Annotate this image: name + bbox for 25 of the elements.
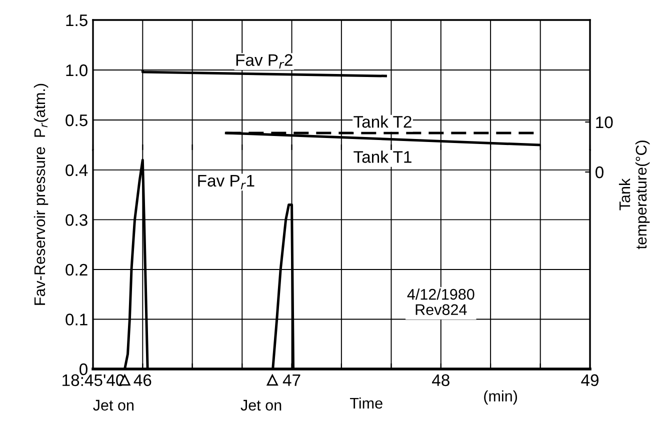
x-tick-label: 48 [432,374,450,386]
x-tick-label: 46 [134,374,152,386]
series-label: Fav P$_{r}$2 [236,54,292,69]
x-tick-label: 47 [282,374,300,386]
y-tick-label: 1.0 [66,64,88,76]
annotation: 4/12/1980 Rev824 [407,288,474,316]
y-tick-label: 0.1 [66,314,88,326]
y2-tick-label: 0 [596,166,604,178]
y-tick-label: 0.2 [66,264,88,276]
series-label: Tank T2 [354,116,412,128]
y2-tick-label: 10 [596,116,613,128]
y-tick-label: 0 [80,363,88,376]
x-tick-label: 49 [581,374,598,386]
text: (min) [484,390,517,405]
annotation: Jet on [240,400,282,411]
y-tick-label: 0.5 [66,114,88,126]
x-axis-title: Time [350,397,382,409]
y-tick-label: 0.4 [66,164,88,176]
y-tick-label: 1.5 [66,14,88,26]
legend-label: Tank T1 [354,150,412,163]
y2-axis-title: Tank temperature(°C) [618,140,650,250]
y-tick-label: 0.3 [66,214,88,226]
text: Fav P$_{r}$1 [198,175,254,190]
y-axis-title: Fav-Reservoir pressure P$_{r}$(atm.) [34,84,48,305]
annotation: Jet on [93,400,134,411]
